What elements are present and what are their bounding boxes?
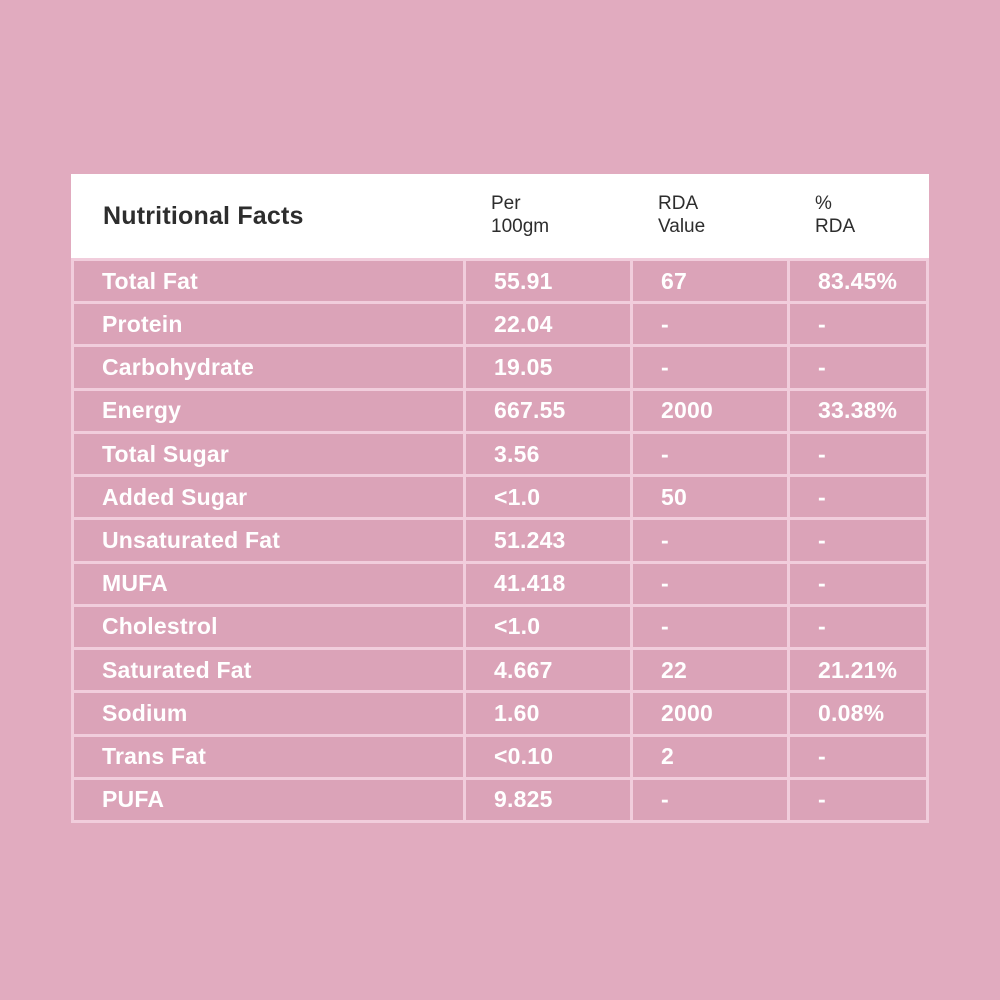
column-header-rda-percent: % RDA <box>815 193 856 237</box>
rda-percent-value: 83.45% <box>790 261 926 302</box>
rda-value: - <box>633 779 787 820</box>
rda-percent-value: - <box>790 433 926 475</box>
rda-percent-value: - <box>790 606 926 648</box>
rda-value: 67 <box>633 261 787 302</box>
row-label: Added Sugar <box>74 477 463 518</box>
row-label: Cholestrol <box>74 606 463 648</box>
row-label: MUFA <box>74 563 463 604</box>
table-row-sodium: Sodium 1.60 2000 0.08% <box>74 693 926 734</box>
rda-percent-value: - <box>790 347 926 388</box>
rda-value: - <box>633 433 787 475</box>
rda-value: - <box>633 563 787 604</box>
rda-percent-value: - <box>790 736 926 777</box>
per-100gm-value: <1.0 <box>466 477 630 518</box>
per-100gm-value: 9.825 <box>466 779 630 820</box>
table-row-trans-fat: Trans Fat <0.10 2 - <box>74 736 926 777</box>
rda-value: 22 <box>633 650 787 691</box>
row-label: Total Fat <box>74 261 463 302</box>
per-100gm-value: 667.55 <box>466 390 630 431</box>
rda-percent-value: - <box>790 520 926 561</box>
rda-percent-value: - <box>790 304 926 345</box>
per-100gm-value: 51.243 <box>466 520 630 561</box>
table-row-cholestrol: Cholestrol <1.0 - - <box>74 606 926 648</box>
table-row-unsaturated-fat: Unsaturated Fat 51.243 - - <box>74 520 926 561</box>
rda-value: 2000 <box>633 390 787 431</box>
rda-value: 2000 <box>633 693 787 734</box>
table-header-row: Nutritional Facts Per 100gm RDA Value % … <box>71 174 929 258</box>
row-label: Total Sugar <box>74 433 463 475</box>
row-label: Sodium <box>74 693 463 734</box>
table-row-protein: Protein 22.04 - - <box>74 304 926 345</box>
table-row-saturated-fat: Saturated Fat 4.667 22 21.21% <box>74 650 926 691</box>
table-row-total-sugar: Total Sugar 3.56 - - <box>74 433 926 475</box>
rda-percent-value: - <box>790 477 926 518</box>
rda-percent-value: 33.38% <box>790 390 926 431</box>
row-label: Protein <box>74 304 463 345</box>
table-row-pufa: PUFA 9.825 - - <box>74 779 926 820</box>
per-100gm-value: 55.91 <box>466 261 630 302</box>
table-row-carbohydrate: Carbohydrate 19.05 - - <box>74 347 926 388</box>
rda-percent-value: 0.08% <box>790 693 926 734</box>
per-100gm-value: 19.05 <box>466 347 630 388</box>
per-100gm-value: 4.667 <box>466 650 630 691</box>
rda-value: - <box>633 520 787 561</box>
rda-value: - <box>633 606 787 648</box>
rda-value: - <box>633 347 787 388</box>
row-label: Energy <box>74 390 463 431</box>
table-body: Total Fat 55.91 67 83.45% Protein 22.04 … <box>71 258 929 823</box>
nutrition-facts-table: Nutritional Facts Per 100gm RDA Value % … <box>71 174 929 823</box>
table-row-total-fat: Total Fat 55.91 67 83.45% <box>74 261 926 302</box>
rda-value: 50 <box>633 477 787 518</box>
column-header-per-100gm: Per 100gm <box>491 193 550 237</box>
per-100gm-value: <1.0 <box>466 606 630 648</box>
table-title: Nutritional Facts <box>103 201 304 230</box>
row-label: Carbohydrate <box>74 347 463 388</box>
rda-percent-value: - <box>790 779 926 820</box>
row-label: PUFA <box>74 779 463 820</box>
table-row-mufa: MUFA 41.418 - - <box>74 563 926 604</box>
row-label: Unsaturated Fat <box>74 520 463 561</box>
per-100gm-value: 41.418 <box>466 563 630 604</box>
column-header-rda-value: RDA Value <box>658 193 706 237</box>
table-row-energy: Energy 667.55 2000 33.38% <box>74 390 926 431</box>
rda-percent-value: - <box>790 563 926 604</box>
per-100gm-value: 1.60 <box>466 693 630 734</box>
per-100gm-value: <0.10 <box>466 736 630 777</box>
table-row-added-sugar: Added Sugar <1.0 50 - <box>74 477 926 518</box>
row-label: Saturated Fat <box>74 650 463 691</box>
rda-value: - <box>633 304 787 345</box>
rda-value: 2 <box>633 736 787 777</box>
per-100gm-value: 3.56 <box>466 433 630 475</box>
rda-percent-value: 21.21% <box>790 650 926 691</box>
row-label: Trans Fat <box>74 736 463 777</box>
per-100gm-value: 22.04 <box>466 304 630 345</box>
